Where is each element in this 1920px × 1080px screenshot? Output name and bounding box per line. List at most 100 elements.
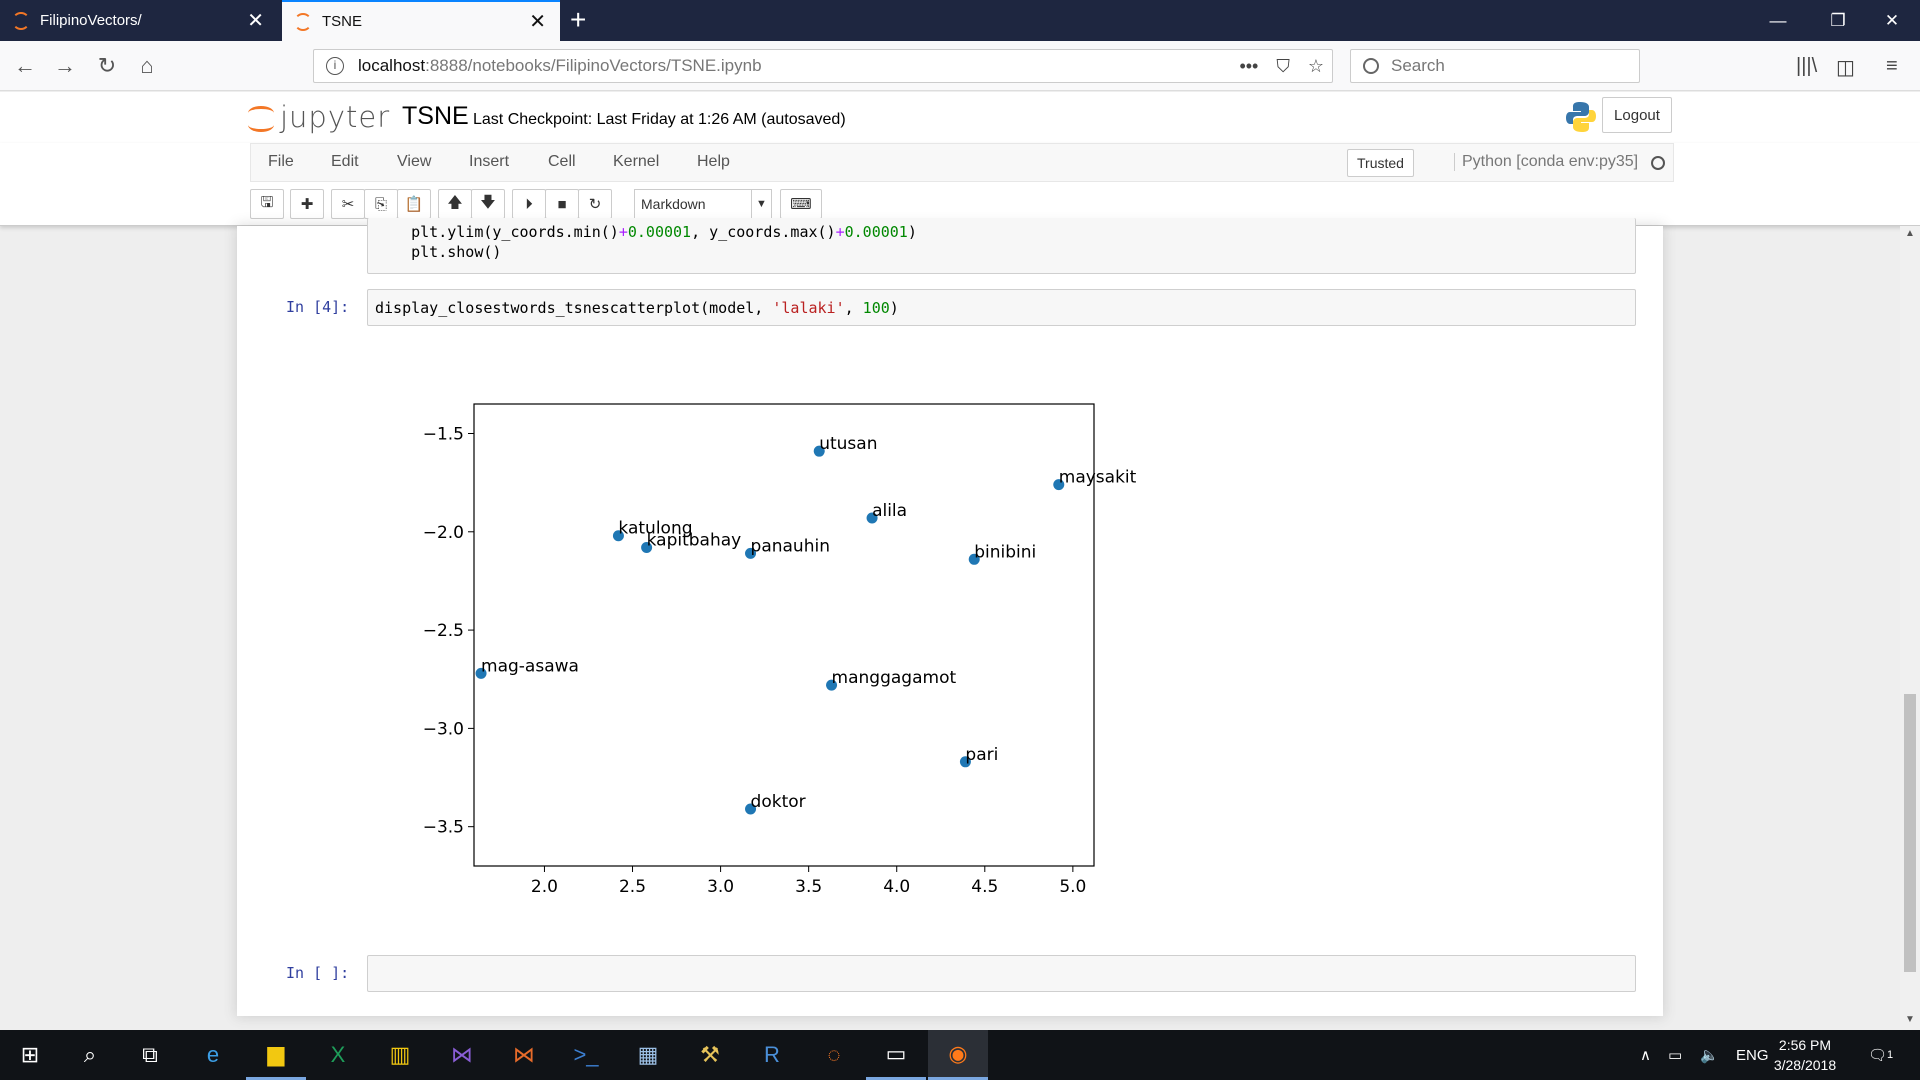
terminal-icon[interactable]: ▭: [866, 1030, 926, 1080]
restore-icon[interactable]: ❐: [1830, 10, 1846, 30]
restart-icon: ↻: [588, 196, 602, 213]
kernel-idle-icon: [1651, 156, 1665, 170]
reload-icon[interactable]: ↻: [97, 53, 117, 78]
menu-kernel[interactable]: Kernel: [613, 153, 660, 170]
point-label: maysakit: [1059, 468, 1137, 488]
keyboard-icon: ⌨: [790, 196, 812, 213]
page-scrollbar[interactable]: ▲ ▼: [1900, 226, 1920, 1030]
arrow-down-icon: 🡇: [480, 193, 496, 211]
menu-view[interactable]: View: [397, 153, 432, 170]
code-cell-empty[interactable]: [367, 955, 1636, 992]
close-tab-icon[interactable]: ✕: [247, 9, 264, 32]
url-path: :8888/notebooks/FilipinoVectors/TSNE.ipy…: [425, 56, 762, 75]
search-icon: [1363, 58, 1379, 74]
logout-button[interactable]: Logout: [1602, 97, 1672, 133]
windows-start-icon[interactable]: ⊞: [20, 1042, 40, 1067]
tools-icon[interactable]: ⚒: [700, 1042, 720, 1067]
run-button[interactable]: ⏵: [512, 189, 546, 219]
library-icon[interactable]: |||\: [1796, 55, 1818, 77]
menu-edit[interactable]: Edit: [331, 153, 359, 170]
move-up-button[interactable]: 🡅: [438, 189, 472, 219]
scissors-icon: ✂: [341, 196, 355, 213]
x-tick-label: 5.0: [1059, 877, 1086, 897]
x-tick-label: 4.0: [883, 877, 910, 897]
cut-button[interactable]: ✂: [331, 189, 365, 219]
file-explorer-icon[interactable]: ▆: [246, 1030, 306, 1080]
powerbi-icon[interactable]: ▥: [389, 1042, 411, 1067]
cell-prompt: In [ ]:: [286, 964, 350, 982]
show-hidden-icons[interactable]: ∧: [1640, 1047, 1651, 1064]
python-logo-icon: [1566, 102, 1596, 132]
firefox-icon[interactable]: ◉: [928, 1030, 988, 1080]
back-icon[interactable]: ←: [14, 53, 36, 78]
sidebar-icon[interactable]: ◫: [1836, 57, 1855, 79]
url-host: localhost: [358, 56, 426, 75]
app-grid-icon[interactable]: ▦: [637, 1042, 659, 1067]
search-icon[interactable]: ⌕: [83, 1042, 97, 1067]
powershell-icon[interactable]: >_: [573, 1042, 599, 1067]
x-tick-label: 2.5: [619, 877, 646, 897]
r-icon[interactable]: R: [764, 1042, 780, 1067]
point-label: utusan: [819, 434, 877, 454]
menu-insert[interactable]: Insert: [469, 153, 510, 170]
command-palette-button[interactable]: ⌨: [780, 189, 822, 219]
interrupt-button[interactable]: ■: [545, 189, 579, 219]
scatter-point: [745, 803, 757, 815]
scroll-down-icon[interactable]: ▼: [1905, 1014, 1915, 1025]
task-view-icon[interactable]: ⧉: [142, 1042, 158, 1067]
excel-icon[interactable]: X: [330, 1042, 346, 1067]
jupyter-logo-text: jupyter: [280, 100, 391, 134]
close-tab-icon[interactable]: ✕: [529, 10, 546, 33]
close-window-icon[interactable]: ✕: [1884, 10, 1900, 30]
clock[interactable]: 2:56 PM 3/28/2018: [1755, 1035, 1855, 1075]
kernel-name[interactable]: Python [conda env:py35]: [1454, 153, 1638, 171]
restart-button[interactable]: ↻: [578, 189, 612, 219]
menu-help[interactable]: Help: [697, 153, 730, 170]
code-string: 'lalaki': [772, 299, 845, 317]
notification-icon[interactable]: 🗨 1: [1868, 1047, 1894, 1064]
save-button[interactable]: 🖫: [250, 189, 284, 219]
jupyter-favicon-icon: [12, 11, 30, 30]
point-label: pari: [965, 745, 998, 765]
url-bar[interactable]: i localhost:8888/notebooks/FilipinoVecto…: [313, 49, 1333, 83]
y-tick-label: −3.5: [423, 818, 464, 838]
network-icon[interactable]: ▭: [1668, 1047, 1683, 1064]
notebook-title[interactable]: TSNE: [402, 102, 469, 130]
jupyter-header: jupyter TSNE Last Checkpoint: Last Frida…: [0, 92, 1920, 143]
copy-button[interactable]: ⎘: [364, 189, 398, 219]
trusted-indicator[interactable]: Trusted: [1347, 149, 1414, 177]
home-icon[interactable]: ⌂: [140, 53, 154, 78]
forward-icon[interactable]: →: [54, 53, 76, 78]
code-cell-previous[interactable]: plt.ylim(y_coords.min()+0.00001, y_coord…: [367, 218, 1636, 274]
pocket-icon[interactable]: ⛉: [1276, 55, 1290, 76]
jupyter-logo[interactable]: jupyter: [248, 100, 390, 134]
clock-date: 3/28/2018: [1773, 1057, 1837, 1073]
jupyter-icon[interactable]: ◌: [827, 1042, 841, 1067]
insert-cell-button[interactable]: ✚: [290, 189, 324, 219]
tab-tsne[interactable]: TSNE ✕: [282, 0, 560, 41]
info-icon[interactable]: i: [326, 57, 344, 75]
move-down-button[interactable]: 🡇: [471, 189, 505, 219]
edge-icon[interactable]: e: [206, 1042, 220, 1067]
paste-button[interactable]: 📋: [397, 189, 431, 219]
scatter-point: [612, 530, 624, 542]
new-tab-icon[interactable]: +: [570, 4, 587, 35]
cell-type-select[interactable]: Markdown ▼: [634, 189, 772, 219]
page-actions-icon[interactable]: •••: [1239, 55, 1259, 76]
checkpoint-status: Last Checkpoint: Last Friday at 1:26 AM …: [473, 111, 846, 128]
visual-studio-orange-icon[interactable]: ⋈: [513, 1042, 535, 1067]
jupyter-favicon-icon: [294, 12, 312, 31]
scroll-up-icon[interactable]: ▲: [1905, 228, 1915, 239]
menu-hamburger-icon[interactable]: ≡: [1886, 55, 1898, 77]
volume-icon[interactable]: 🔈: [1700, 1047, 1719, 1064]
search-input[interactable]: Search: [1350, 49, 1640, 83]
code-cell-4[interactable]: display_closestwords_tsnescatterplot(mod…: [367, 289, 1636, 326]
menu-file[interactable]: File: [268, 153, 294, 170]
bookmark-star-icon[interactable]: ☆: [1307, 55, 1324, 76]
scrollbar-thumb[interactable]: [1904, 694, 1916, 972]
tab-filipinovectors[interactable]: FilipinoVectors/ ✕: [0, 0, 278, 41]
minimize-icon[interactable]: —: [1769, 10, 1787, 30]
visual-studio-icon[interactable]: ⋈: [451, 1042, 473, 1067]
language-indicator[interactable]: ENG: [1736, 1046, 1769, 1064]
menu-cell[interactable]: Cell: [548, 153, 576, 170]
